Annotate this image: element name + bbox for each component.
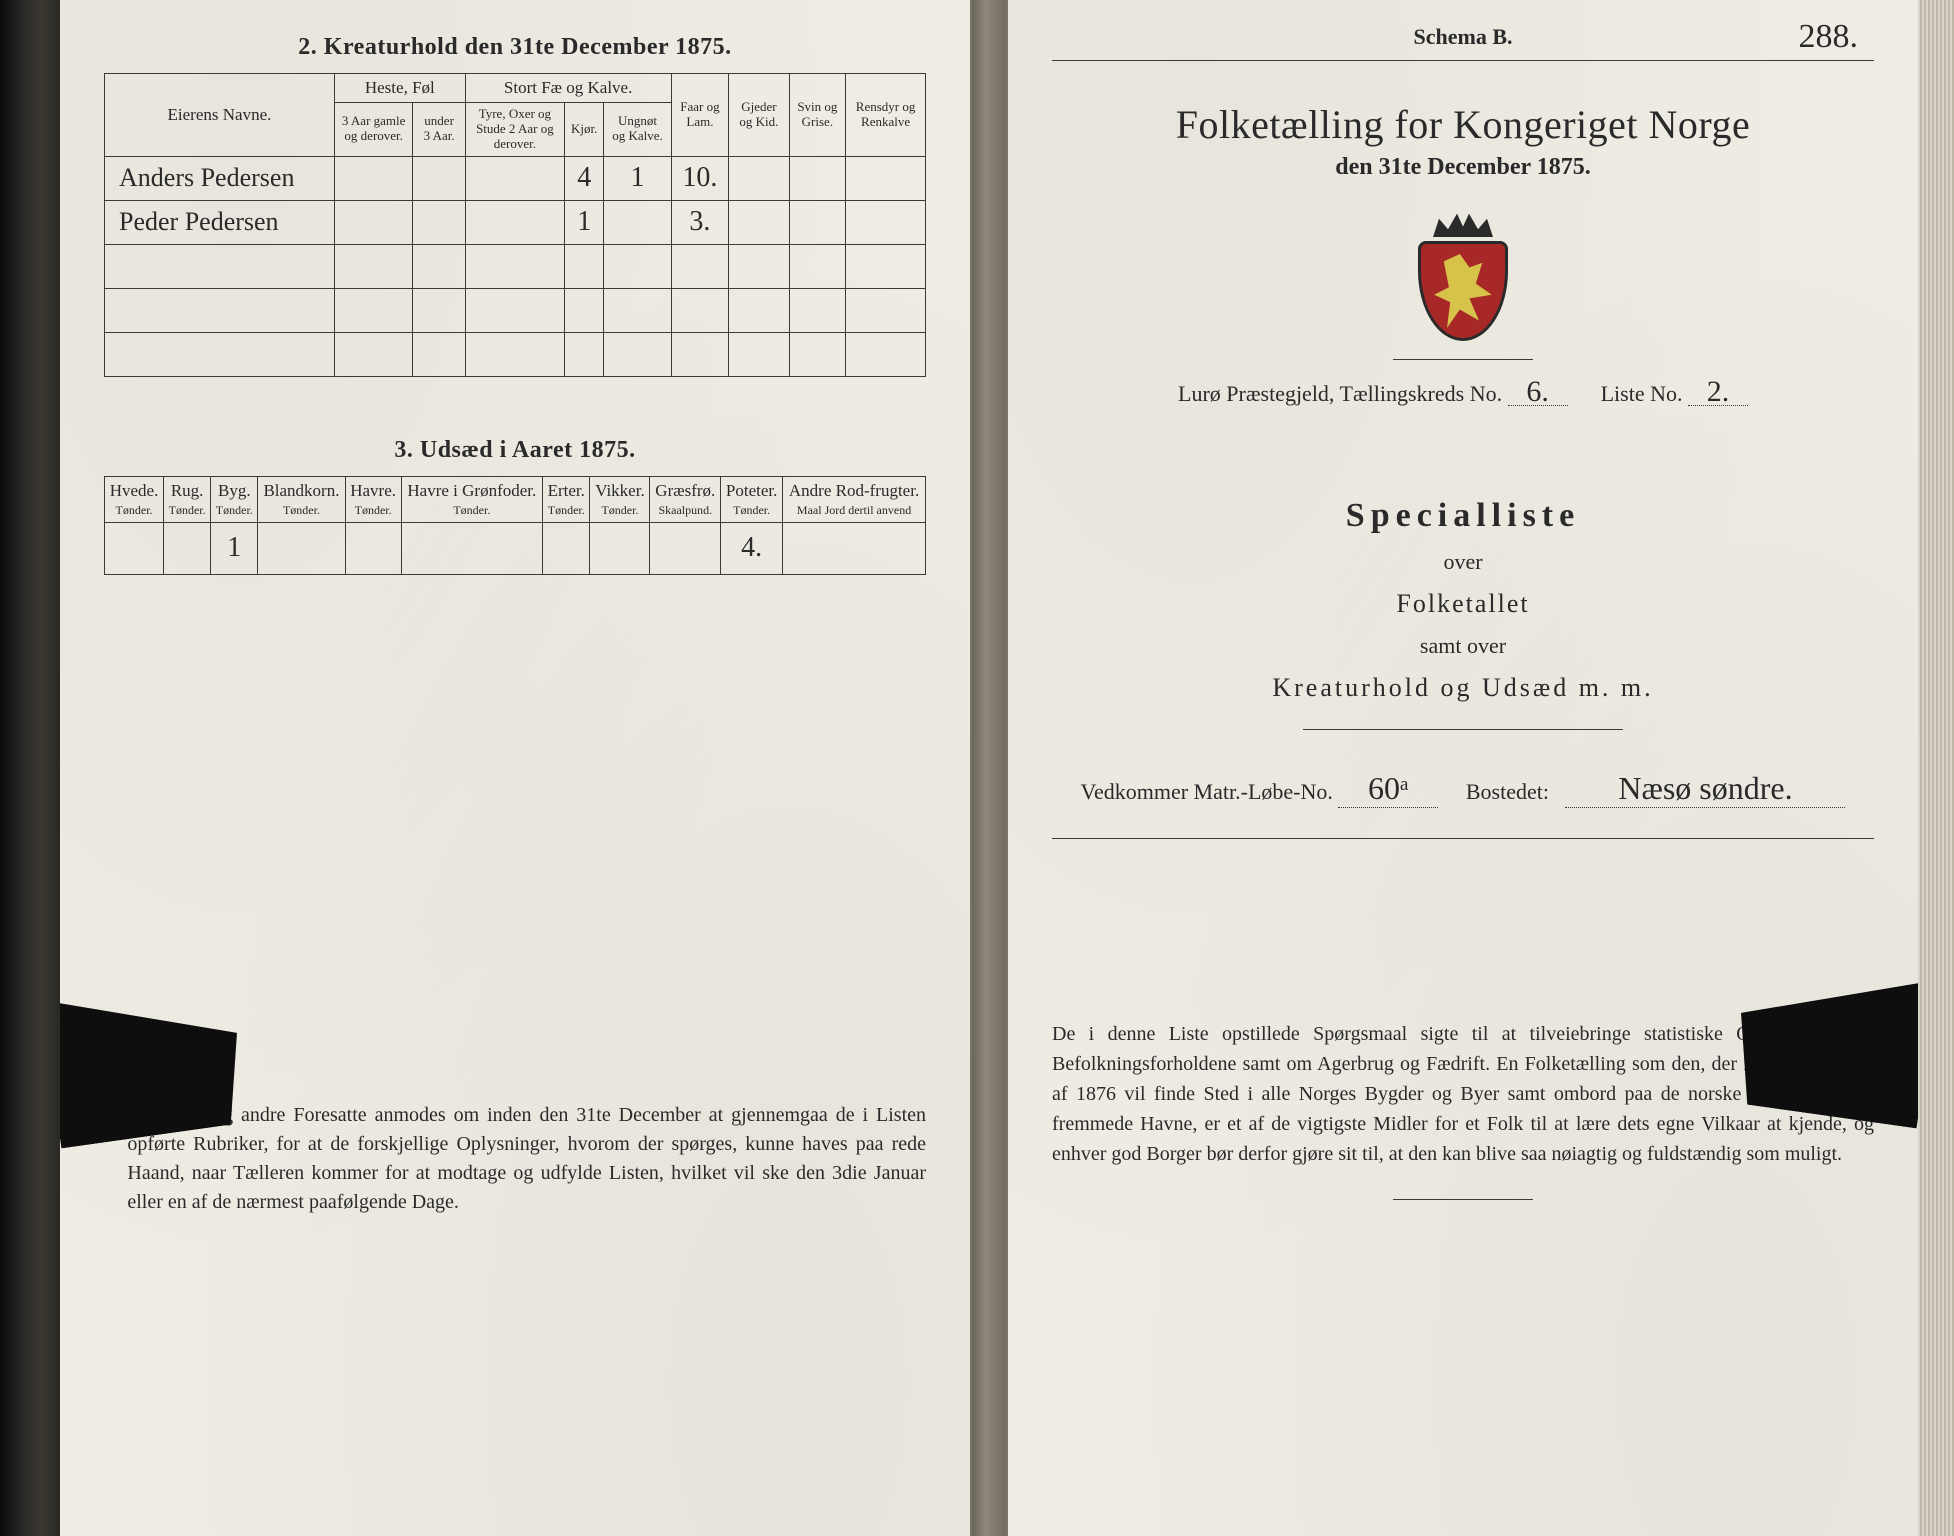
- col-horse-young: under 3 Aar.: [413, 103, 465, 157]
- vedk-label: Vedkommer Matr.-Løbe-No.: [1081, 779, 1339, 804]
- parish-label: Præstegjeld, Tællingskreds No.: [1226, 381, 1507, 406]
- cell-value: 4: [565, 156, 604, 200]
- kreds-no: 6.: [1508, 378, 1568, 406]
- left-page: 2. Kreaturhold den 31te December 1875. E…: [60, 0, 972, 1536]
- folio-number: 288.: [1799, 18, 1859, 56]
- page-clip: [60, 974, 250, 1149]
- section3-title: 3. Udsæd i Aaret 1875.: [104, 437, 926, 464]
- colgrp-horse: Heste, Føl: [334, 74, 465, 103]
- coat-of-arms-icon: [1408, 211, 1518, 341]
- schema-label: Schema B.: [1052, 24, 1874, 50]
- label-samt-over: samt over: [1052, 633, 1874, 659]
- cell-value: 10.: [671, 156, 729, 200]
- table-row: Anders Pedersen 4 1 10.: [105, 156, 926, 200]
- col-cattle-young: Ungnøt og Kalve.: [604, 103, 671, 157]
- seed-col: Erter.Tønder.: [543, 476, 590, 522]
- table-row: [105, 244, 926, 288]
- table-row: 1 4.: [105, 522, 926, 574]
- section2-title: 2. Kreaturhold den 31te December 1875.: [104, 34, 926, 61]
- book-gutter: [972, 0, 1006, 1536]
- page-edges: [1918, 0, 1954, 1536]
- seed-col: Græsfrø.Skaalpund.: [650, 476, 721, 522]
- specialliste-heading: Specialliste: [1052, 497, 1874, 535]
- col-horse-old: 3 Aar gamle og derover.: [334, 103, 413, 157]
- col-sheep: Faar og Lam.: [671, 74, 729, 157]
- label-folketallet: Folketallet: [1052, 589, 1874, 619]
- parish-name: Lurø: [1178, 381, 1221, 406]
- col-reindeer: Rensdyr og Renkalve: [846, 74, 926, 157]
- vedkommer-line: Vedkommer Matr.-Løbe-No. 60ᵃ Bostedet: N…: [1052, 770, 1874, 808]
- col-cattle-cow: Kjør.: [565, 103, 604, 157]
- liste-no: 2.: [1688, 378, 1748, 406]
- right-page: Schema B. 288. Folketælling for Kongerig…: [1006, 0, 1918, 1536]
- book-spread: 2. Kreaturhold den 31te December 1875. E…: [0, 0, 1954, 1536]
- col-owner: Eierens Navne.: [105, 74, 335, 157]
- seed-col: Poteter.Tønder.: [721, 476, 783, 522]
- seed-col: Andre Rod-frugter.Maal Jord dertil anven…: [783, 476, 926, 522]
- bosted-label: Bostedet:: [1466, 779, 1549, 804]
- matr-no: 60ᵃ: [1338, 770, 1438, 808]
- label-over: over: [1443, 549, 1482, 574]
- seed-col: Hvede.Tønder.: [105, 476, 164, 522]
- cell-value: 1: [604, 156, 671, 200]
- table-row: [105, 332, 926, 376]
- cell-value: 1: [211, 522, 258, 574]
- col-cattle-bull: Tyre, Oxer og Stude 2 Aar og derover.: [465, 103, 564, 157]
- title-main: Folketælling for Kongeriget Norge: [1052, 101, 1874, 148]
- cell-value: 1: [565, 200, 604, 244]
- owner-name: Peder Pedersen: [105, 200, 335, 244]
- seed-col: Blandkorn.Tønder.: [258, 476, 345, 522]
- colgrp-cattle: Stort Fæ og Kalve.: [465, 74, 671, 103]
- seed-col: Havre.Tønder.: [345, 476, 401, 522]
- seed-col: Havre i Grønfoder.Tønder.: [401, 476, 542, 522]
- label-kreatur: Kreaturhold og Udsæd m. m.: [1052, 673, 1874, 703]
- table-row: [105, 288, 926, 332]
- notice-text: Husfædre og andre Foresatte anmodes om i…: [127, 1101, 926, 1217]
- title-sub: den 31te December 1875.: [1052, 154, 1874, 181]
- liste-label: Liste No.: [1601, 381, 1688, 406]
- book-spine: [0, 0, 60, 1536]
- kreaturhold-table: Eierens Navne. Heste, Føl Stort Fæ og Ka…: [104, 73, 926, 377]
- seed-col: Rug.Tønder.: [164, 476, 211, 522]
- seed-col: Vikker.Tønder.: [590, 476, 650, 522]
- table-row: Peder Pedersen 1 3.: [105, 200, 926, 244]
- owner-name: Anders Pedersen: [105, 156, 335, 200]
- page-clip: [1728, 954, 1918, 1129]
- col-goat: Gjeder og Kid.: [729, 74, 789, 157]
- col-pig: Svin og Grise.: [789, 74, 846, 157]
- cell-value: 3.: [671, 200, 729, 244]
- seed-col: Byg.Tønder.: [211, 476, 258, 522]
- bosted-value: Næsø søndre.: [1565, 770, 1845, 808]
- udsaed-table: Hvede.Tønder.Rug.Tønder.Byg.Tønder.Bland…: [104, 476, 926, 575]
- parish-line: Lurø Præstegjeld, Tællingskreds No. 6. L…: [1052, 378, 1874, 407]
- cell-value: 4.: [721, 522, 783, 574]
